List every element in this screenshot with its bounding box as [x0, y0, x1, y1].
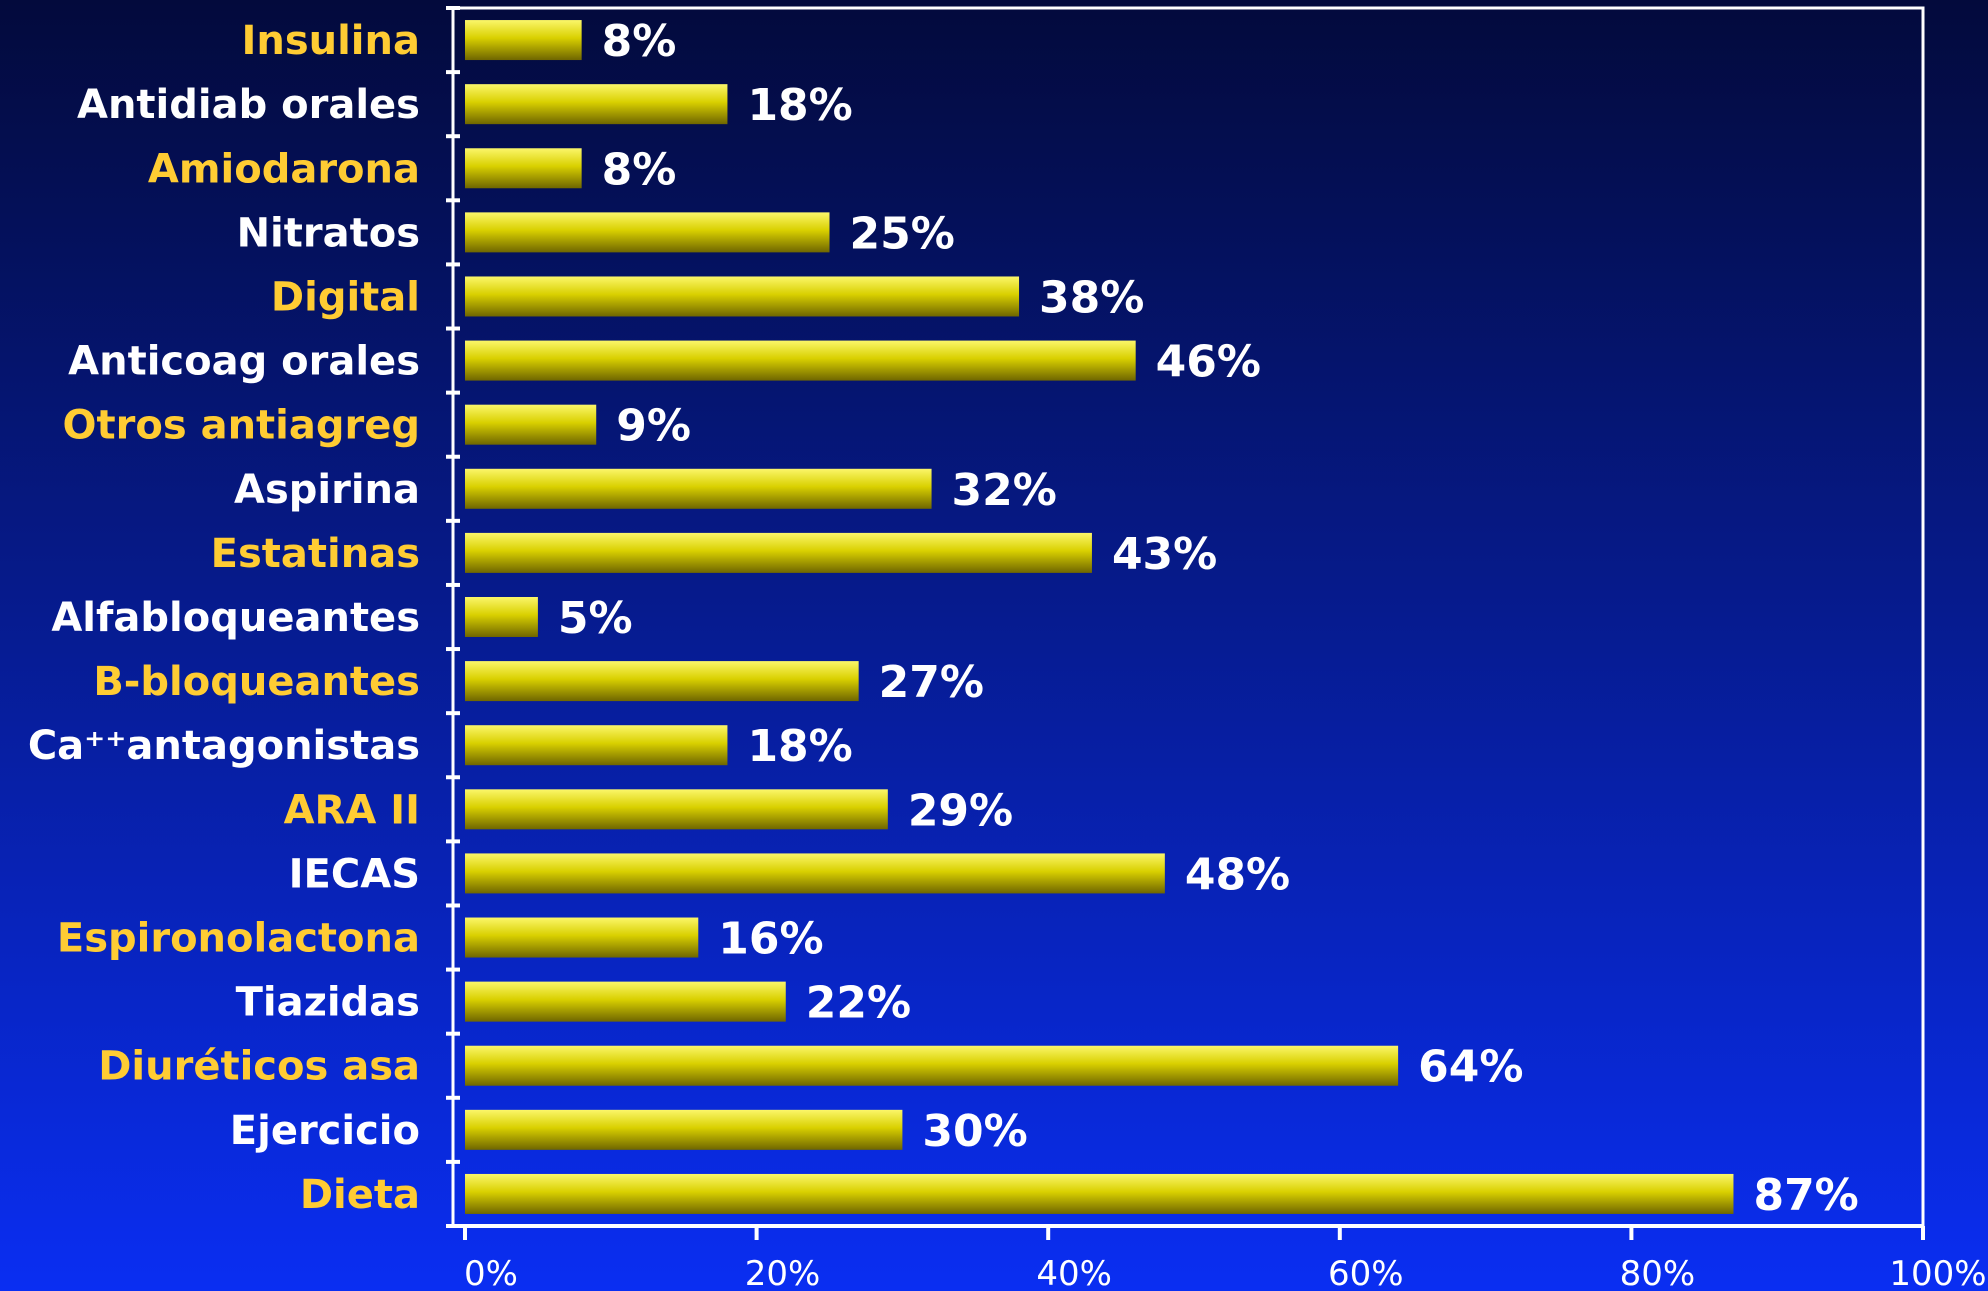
- x-tick-label: 40%: [1036, 1254, 1112, 1291]
- category-label: Ca⁺⁺antagonistas: [28, 723, 420, 769]
- category-label: IECAS: [289, 851, 420, 897]
- data-label: 29%: [908, 785, 1013, 836]
- bar: [465, 1045, 1399, 1086]
- data-label: 16%: [718, 914, 823, 965]
- data-label: 43%: [1112, 529, 1217, 580]
- bar: [465, 468, 932, 509]
- bar: [465, 20, 582, 61]
- category-label: Espironolactona: [57, 916, 420, 962]
- category-label: Estatinas: [211, 531, 420, 577]
- data-label: 48%: [1185, 849, 1290, 900]
- category-label: Alfabloqueantes: [51, 595, 420, 641]
- category-label: ARA II: [284, 787, 420, 833]
- category-label: Digital: [271, 274, 420, 320]
- category-label: Nitratos: [237, 210, 420, 256]
- data-label: 38%: [1039, 272, 1144, 323]
- category-label: Insulina: [241, 18, 420, 64]
- data-label: 32%: [952, 465, 1057, 516]
- bar: [465, 597, 538, 637]
- data-label: 30%: [922, 1106, 1027, 1157]
- data-label: 5%: [558, 593, 633, 644]
- bar: [465, 1109, 903, 1150]
- bar: [465, 789, 888, 830]
- category-label: Diuréticos asa: [98, 1044, 420, 1090]
- bar: [465, 725, 728, 766]
- x-tick-label: 80%: [1620, 1254, 1696, 1291]
- bar: [465, 404, 597, 445]
- data-label: 9%: [616, 401, 691, 452]
- bar: [465, 853, 1165, 894]
- data-label: 8%: [602, 144, 677, 195]
- category-label: Dieta: [300, 1172, 420, 1218]
- data-label: 22%: [806, 978, 911, 1029]
- category-label: Ejercicio: [230, 1108, 420, 1154]
- x-tick-label: 20%: [745, 1254, 821, 1291]
- x-tick-label: 100%: [1889, 1254, 1986, 1291]
- category-label: Antidiab orales: [77, 82, 420, 128]
- bar: [465, 84, 728, 125]
- data-label: 64%: [1418, 1042, 1523, 1093]
- data-label: 18%: [747, 80, 852, 131]
- category-label: Aspirina: [234, 467, 420, 513]
- data-label: 25%: [850, 208, 955, 259]
- category-label: Amiodarona: [148, 146, 420, 192]
- bar: [465, 148, 582, 189]
- data-label: 8%: [602, 16, 677, 67]
- data-label: 18%: [747, 721, 852, 772]
- bar: [465, 340, 1136, 381]
- category-label: Otros antiagreg: [63, 403, 420, 449]
- data-label: 46%: [1156, 337, 1261, 388]
- bar: [465, 1173, 1734, 1214]
- category-label: Tiazidas: [236, 980, 420, 1026]
- category-label: B-bloqueantes: [93, 659, 420, 705]
- x-tick-label: 0%: [464, 1254, 518, 1291]
- data-label: 27%: [879, 657, 984, 708]
- bar: [465, 917, 699, 958]
- x-tick-label: 60%: [1328, 1254, 1404, 1291]
- bar: [465, 661, 859, 702]
- bar: [465, 532, 1092, 573]
- bar: [465, 212, 830, 253]
- data-label: 87%: [1753, 1170, 1858, 1221]
- bar: [465, 981, 786, 1022]
- bar: [465, 276, 1020, 317]
- category-label: Anticoag orales: [68, 339, 420, 385]
